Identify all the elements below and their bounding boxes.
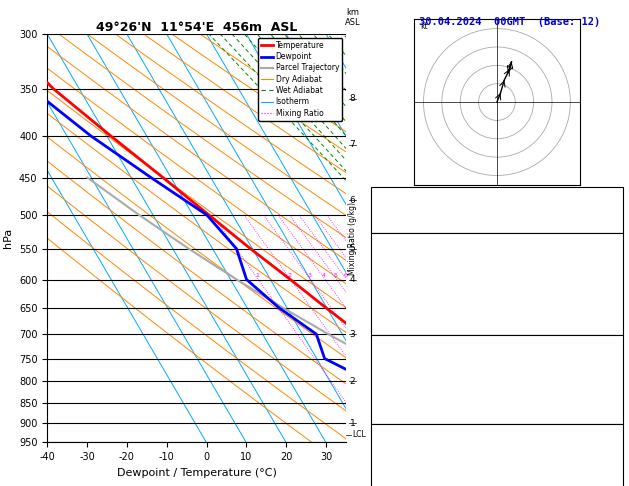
- Text: 1: 1: [350, 418, 355, 428]
- Text: 14.3: 14.3: [596, 249, 620, 259]
- Text: SREH: SREH: [374, 454, 398, 465]
- Text: 4: 4: [322, 273, 326, 278]
- Text: Surface: Surface: [476, 235, 518, 244]
- Text: km
ASL: km ASL: [345, 8, 360, 27]
- Text: 1.54: 1.54: [596, 218, 620, 228]
- Text: Lifted Index: Lifted Index: [374, 292, 445, 302]
- Text: 50: 50: [608, 454, 620, 465]
- Text: 1: 1: [255, 273, 259, 278]
- Text: 314: 314: [602, 278, 620, 288]
- Text: StmDir: StmDir: [374, 469, 409, 479]
- Text: 215°: 215°: [596, 469, 620, 479]
- Text: Dewp (°C): Dewp (°C): [374, 263, 427, 273]
- Text: 30.04.2024  00GMT  (Base: 12): 30.04.2024 00GMT (Base: 12): [419, 17, 600, 27]
- Text: StmSpd (kt): StmSpd (kt): [374, 483, 439, 486]
- Text: kt: kt: [420, 21, 428, 31]
- Text: CAPE (J): CAPE (J): [374, 306, 421, 316]
- Text: Hodograph: Hodograph: [470, 426, 523, 436]
- Text: 7: 7: [614, 189, 620, 199]
- Text: Totals Totals: Totals Totals: [374, 203, 450, 213]
- Text: 3: 3: [350, 330, 355, 339]
- Text: 3: 3: [308, 273, 311, 278]
- Legend: Temperature, Dewpoint, Parcel Trajectory, Dry Adiabat, Wet Adiabat, Isotherm, Mi: Temperature, Dewpoint, Parcel Trajectory…: [258, 38, 342, 121]
- Text: 5: 5: [334, 273, 338, 278]
- Text: θᴄ(K): θᴄ(K): [374, 278, 404, 288]
- Text: Most Unstable: Most Unstable: [459, 337, 535, 347]
- Text: Mixing Ratio (g/kg): Mixing Ratio (g/kg): [348, 202, 357, 275]
- X-axis label: Dewpoint / Temperature (°C): Dewpoint / Temperature (°C): [116, 468, 277, 478]
- Text: θᴄ (K): θᴄ (K): [374, 366, 409, 376]
- Text: 0: 0: [614, 395, 620, 405]
- Text: Temp (°C): Temp (°C): [374, 249, 427, 259]
- Title: 49°26'N  11°54'E  456m  ASL: 49°26'N 11°54'E 456m ASL: [96, 21, 298, 34]
- Text: 40: 40: [608, 440, 620, 450]
- Text: 6: 6: [350, 196, 355, 205]
- Text: 8: 8: [350, 94, 355, 103]
- Text: Pressure (mb): Pressure (mb): [374, 352, 450, 362]
- Text: 11.2: 11.2: [596, 263, 620, 273]
- Text: K: K: [374, 189, 380, 199]
- Y-axis label: hPa: hPa: [3, 228, 13, 248]
- Text: CIN (J): CIN (J): [374, 409, 415, 419]
- Text: 3: 3: [614, 292, 620, 302]
- Text: 7: 7: [350, 140, 355, 149]
- Text: CAPE (J): CAPE (J): [374, 395, 421, 405]
- Text: 316: 316: [602, 366, 620, 376]
- Text: 0: 0: [614, 306, 620, 316]
- Text: 1: 1: [614, 380, 620, 390]
- Text: PW (cm): PW (cm): [374, 218, 415, 228]
- Text: 6: 6: [343, 273, 347, 278]
- Text: 950: 950: [602, 352, 620, 362]
- Text: 2: 2: [287, 273, 291, 278]
- Text: 48: 48: [608, 203, 620, 213]
- Text: 0: 0: [614, 409, 620, 419]
- Text: 2: 2: [350, 377, 355, 386]
- Text: 4: 4: [350, 275, 355, 284]
- Text: EH: EH: [374, 440, 386, 450]
- Text: © weatheronline.co.uk: © weatheronline.co.uk: [440, 469, 554, 479]
- Text: LCL: LCL: [353, 430, 366, 439]
- Text: Lifted Index: Lifted Index: [374, 380, 445, 390]
- Text: 12: 12: [608, 483, 620, 486]
- Text: 5: 5: [350, 244, 355, 253]
- Text: 0: 0: [614, 320, 620, 330]
- Text: CIN (J): CIN (J): [374, 320, 415, 330]
